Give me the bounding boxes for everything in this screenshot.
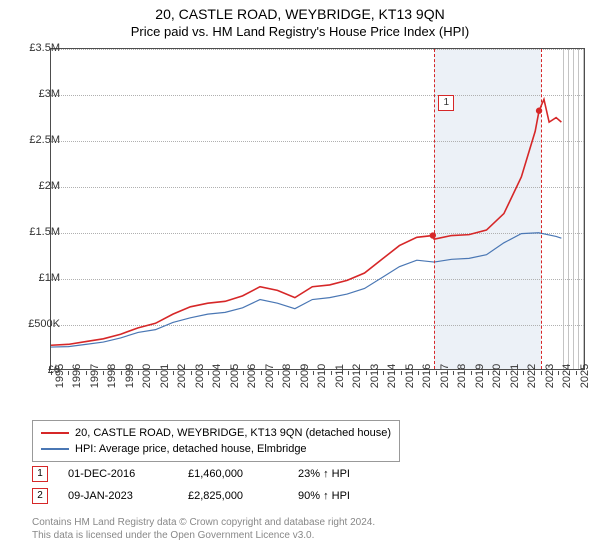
legend-row: 20, CASTLE ROAD, WEYBRIDGE, KT13 9QN (de…	[41, 425, 391, 441]
sale-row: 1 01-DEC-2016 £1,460,000 23% ↑ HPI	[32, 466, 350, 482]
y-axis-label: £2M	[39, 180, 60, 192]
x-axis-label: 1998	[106, 364, 118, 388]
x-axis-label: 2017	[439, 364, 451, 388]
marker-number: 1	[438, 95, 454, 111]
x-tick	[488, 371, 489, 375]
sale-price: £1,460,000	[188, 468, 278, 480]
x-tick	[68, 371, 69, 375]
x-tick	[156, 371, 157, 375]
x-tick	[418, 371, 419, 375]
y-axis-label: £500K	[28, 318, 60, 330]
chart-lines	[51, 49, 584, 369]
x-tick	[453, 371, 454, 375]
legend-row: HPI: Average price, detached house, Elmb…	[41, 441, 391, 457]
footer-line2: This data is licensed under the Open Gov…	[32, 529, 375, 542]
x-tick	[331, 371, 332, 375]
x-axis-label: 2024	[561, 364, 573, 388]
x-tick	[506, 371, 507, 375]
sale-date: 01-DEC-2016	[68, 468, 168, 480]
x-axis-label: 2005	[229, 364, 241, 388]
y-axis-label: £3M	[39, 88, 60, 100]
x-axis-label: 1997	[89, 364, 101, 388]
x-axis-label: 2019	[474, 364, 486, 388]
x-tick	[471, 371, 472, 375]
x-tick	[383, 371, 384, 375]
x-axis-label: 2012	[351, 364, 363, 388]
y-axis-label: £1M	[39, 272, 60, 284]
sales-table: 1 01-DEC-2016 £1,460,000 23% ↑ HPI 2 09-JAN-2…	[32, 466, 350, 510]
legend-label: HPI: Average price, detached house, Elmb…	[75, 441, 307, 457]
x-axis-label: 2025	[579, 364, 591, 388]
x-tick	[121, 371, 122, 375]
x-axis-label: 2020	[491, 364, 503, 388]
marker-line	[434, 49, 435, 369]
x-tick	[436, 371, 437, 375]
legend-label: 20, CASTLE ROAD, WEYBRIDGE, KT13 9QN (de…	[75, 425, 391, 441]
x-tick	[523, 371, 524, 375]
footer-line1: Contains HM Land Registry data © Crown c…	[32, 516, 375, 529]
sale-vs-hpi: 90% ↑ HPI	[298, 490, 350, 502]
sale-number: 2	[32, 488, 48, 504]
x-tick	[138, 371, 139, 375]
footer-credits: Contains HM Land Registry data © Crown c…	[32, 516, 375, 542]
x-tick	[191, 371, 192, 375]
x-tick	[103, 371, 104, 375]
x-tick	[576, 371, 577, 375]
sale-vs-hpi: 23% ↑ HPI	[298, 468, 350, 480]
y-axis-label: £2.5M	[29, 134, 60, 146]
x-axis-label: 2007	[264, 364, 276, 388]
x-axis-label: 2011	[334, 364, 346, 388]
x-axis-label: 2015	[404, 364, 416, 388]
x-axis-label: 2001	[159, 364, 171, 388]
x-axis-label: 2008	[281, 364, 293, 388]
x-tick	[86, 371, 87, 375]
x-axis-label: 2006	[246, 364, 258, 388]
x-tick	[348, 371, 349, 375]
y-axis-label: £1.5M	[29, 226, 60, 238]
x-axis-label: 2018	[456, 364, 468, 388]
x-axis-label: 2014	[386, 364, 398, 388]
sale-row: 2 09-JAN-2023 £2,825,000 90% ↑ HPI	[32, 488, 350, 504]
plot-area: 12	[50, 48, 585, 370]
x-axis-label: 2021	[509, 364, 521, 388]
x-tick	[243, 371, 244, 375]
x-tick	[173, 371, 174, 375]
x-axis-label: 2002	[176, 364, 188, 388]
legend-swatch	[41, 432, 69, 434]
x-axis-label: 2023	[544, 364, 556, 388]
x-axis-label: 2003	[194, 364, 206, 388]
x-tick	[541, 371, 542, 375]
x-tick	[313, 371, 314, 375]
x-tick	[401, 371, 402, 375]
x-tick	[226, 371, 227, 375]
series-property	[51, 99, 561, 345]
x-tick	[366, 371, 367, 375]
chart-title-sub: Price paid vs. HM Land Registry's House …	[0, 24, 600, 39]
x-axis-label: 2004	[211, 364, 223, 388]
x-axis-label: 2000	[141, 364, 153, 388]
x-axis-label: 1999	[124, 364, 136, 388]
sale-number: 1	[32, 466, 48, 482]
sale-date: 09-JAN-2023	[68, 490, 168, 502]
x-tick	[296, 371, 297, 375]
x-axis-label: 1995	[54, 364, 66, 388]
chart-title-address: 20, CASTLE ROAD, WEYBRIDGE, KT13 9QN	[0, 6, 600, 22]
y-axis-label: £3.5M	[29, 42, 60, 54]
x-tick	[278, 371, 279, 375]
marker-line	[541, 49, 542, 369]
x-axis-label: 2009	[299, 364, 311, 388]
x-tick	[261, 371, 262, 375]
x-tick	[558, 371, 559, 375]
legend: 20, CASTLE ROAD, WEYBRIDGE, KT13 9QN (de…	[32, 420, 400, 462]
x-axis-label: 2022	[526, 364, 538, 388]
x-axis-label: 1996	[71, 364, 83, 388]
legend-swatch	[41, 448, 69, 450]
x-tick	[208, 371, 209, 375]
x-axis-label: 2013	[369, 364, 381, 388]
x-axis-label: 2010	[316, 364, 328, 388]
x-axis-label: 2016	[421, 364, 433, 388]
sale-price: £2,825,000	[188, 490, 278, 502]
